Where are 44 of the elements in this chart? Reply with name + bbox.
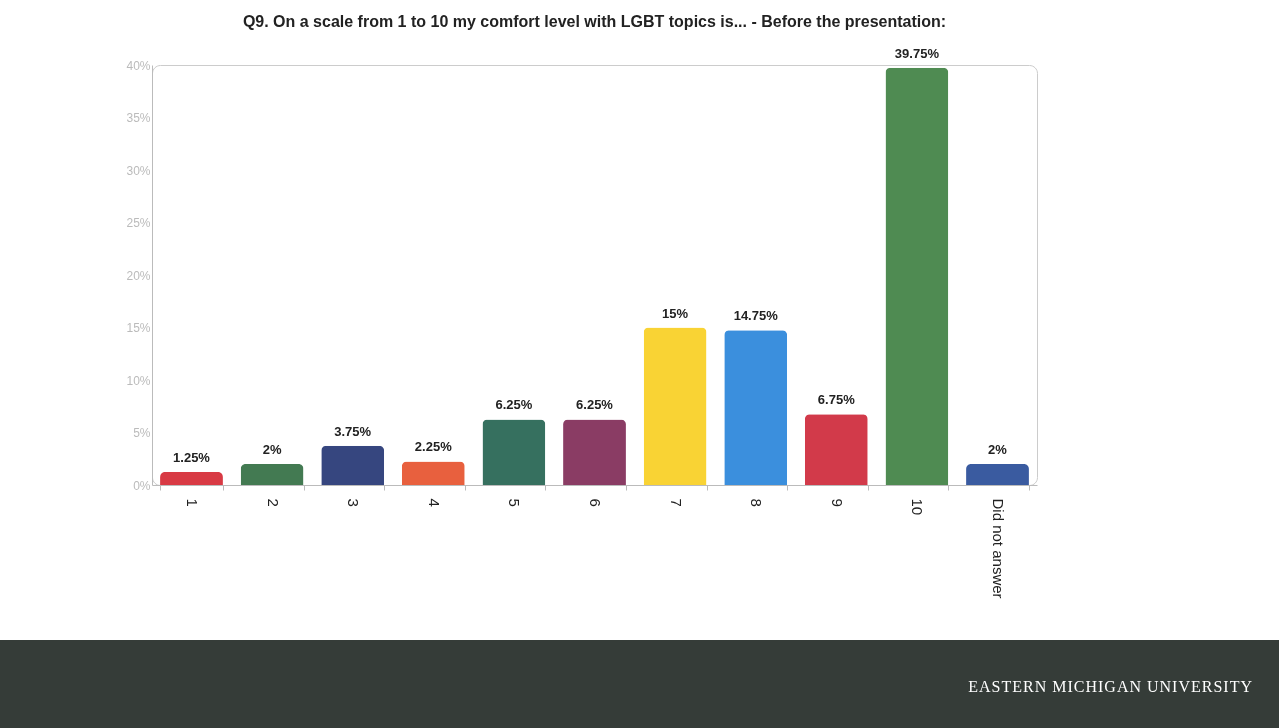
bar: [885, 67, 949, 485]
bar: [643, 327, 707, 485]
data-label: 2%: [262, 442, 282, 457]
y-tick-label: 40%: [126, 58, 151, 73]
x-tick-label: 4: [425, 498, 443, 507]
chart-title: Q9. On a scale from 1 to 10 my comfort level with LGBT topics is... - Before the presentation:: [242, 12, 947, 30]
x-tick-label: 2: [264, 498, 282, 507]
x-tick-label: 9: [828, 498, 846, 507]
y-tick-label: 0%: [133, 478, 151, 493]
data-label: 6.25%: [576, 397, 614, 413]
y-tick-label: 35%: [126, 111, 151, 125]
x-tick-label: 10: [909, 498, 927, 516]
x-tick-label: 1: [183, 498, 201, 507]
bar: [321, 445, 385, 485]
data-label: 1.25%: [173, 449, 211, 465]
data-label: 6.25%: [495, 397, 533, 413]
data-label: 6.75%: [817, 392, 856, 408]
bar: [804, 414, 868, 485]
x-tick-label: 8: [748, 498, 766, 507]
data-label: 2.25%: [414, 439, 453, 455]
y-tick-label: 5%: [133, 426, 151, 440]
x-tick-label: Did not answer: [990, 498, 1008, 599]
data-label: 14.75%: [733, 308, 779, 324]
bar: [966, 464, 1029, 485]
bar: [240, 464, 304, 485]
x-tick-label: 5: [506, 498, 524, 507]
bar: [563, 419, 626, 485]
x-tick-label: 3: [345, 498, 363, 507]
x-tick-label: 6: [587, 498, 604, 507]
data-label: 15%: [662, 305, 689, 321]
y-tick-label: 10%: [126, 373, 151, 388]
y-tick-label: 20%: [126, 268, 151, 283]
bar: [160, 471, 223, 485]
y-tick-label: 30%: [126, 163, 151, 178]
bar: [482, 419, 546, 485]
data-label: 2%: [988, 442, 1008, 457]
data-label: 3.75%: [334, 423, 372, 439]
y-tick-label: 15%: [126, 321, 151, 335]
bar: [401, 461, 465, 485]
data-label: 39.75%: [894, 45, 940, 61]
text: EASTERN MICHIGAN UNIVERSITY: [968, 678, 1253, 696]
y-tick-label: 25%: [126, 216, 151, 230]
bar: [724, 330, 788, 485]
x-tick-label: 7: [667, 498, 685, 507]
